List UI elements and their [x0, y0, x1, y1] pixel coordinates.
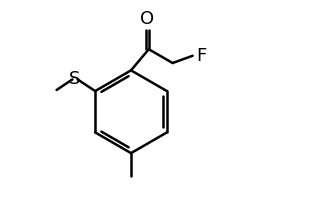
Text: S: S	[69, 70, 81, 88]
Text: O: O	[140, 10, 154, 28]
Text: F: F	[196, 47, 206, 65]
